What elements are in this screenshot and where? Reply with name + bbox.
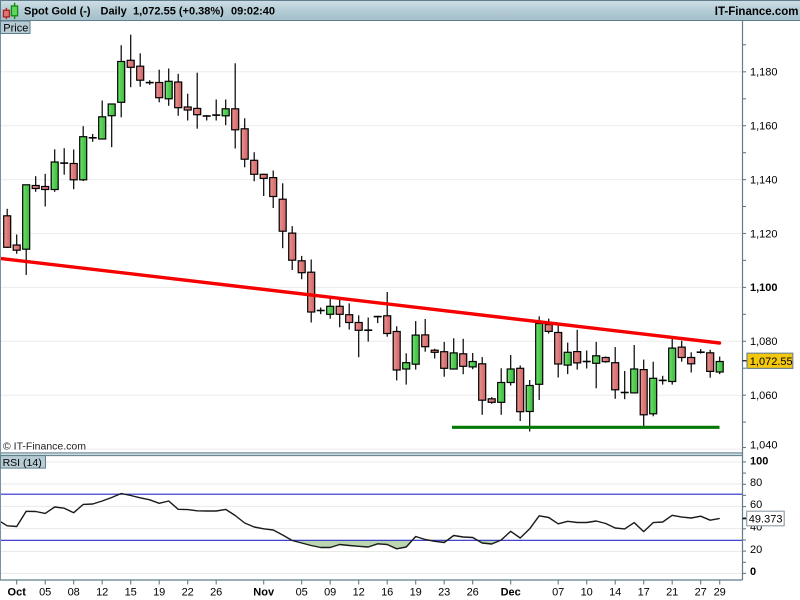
svg-text:12: 12 bbox=[96, 587, 108, 599]
svg-text:05: 05 bbox=[39, 587, 51, 599]
svg-text:49.373: 49.373 bbox=[749, 514, 783, 526]
svg-text:23: 23 bbox=[438, 587, 450, 599]
svg-text:60: 60 bbox=[750, 499, 762, 511]
svg-text:15: 15 bbox=[125, 587, 137, 599]
svg-text:26: 26 bbox=[467, 587, 479, 599]
svg-text:1,100: 1,100 bbox=[750, 282, 778, 294]
svg-text:21: 21 bbox=[666, 587, 678, 599]
svg-text:1,180: 1,180 bbox=[750, 67, 778, 79]
svg-text:09:02:40: 09:02:40 bbox=[231, 6, 275, 18]
svg-text:Price: Price bbox=[3, 23, 28, 35]
svg-text:20: 20 bbox=[750, 544, 762, 556]
svg-text:RSI (14): RSI (14) bbox=[3, 457, 42, 469]
svg-text:0: 0 bbox=[750, 566, 756, 578]
svg-text:1,140: 1,140 bbox=[750, 174, 778, 186]
svg-text:07: 07 bbox=[552, 587, 564, 599]
svg-text:1,060: 1,060 bbox=[750, 390, 778, 402]
svg-text:22: 22 bbox=[182, 587, 194, 599]
svg-text:© IT-Finance.com: © IT-Finance.com bbox=[3, 440, 86, 452]
svg-text:Oct: Oct bbox=[8, 587, 27, 599]
svg-text:12: 12 bbox=[353, 587, 365, 599]
svg-text:1,072.55: 1,072.55 bbox=[750, 356, 793, 368]
svg-text:Dec: Dec bbox=[501, 587, 521, 599]
svg-text:08: 08 bbox=[68, 587, 80, 599]
svg-text:Spot Gold (-): Spot Gold (-) bbox=[24, 6, 91, 18]
svg-text:Nov: Nov bbox=[253, 587, 275, 599]
svg-text:100: 100 bbox=[750, 455, 768, 467]
svg-text:1,072.55 (+0.38%): 1,072.55 (+0.38%) bbox=[133, 6, 224, 18]
svg-text:10: 10 bbox=[581, 587, 593, 599]
svg-text:29: 29 bbox=[714, 587, 726, 599]
svg-text:17: 17 bbox=[638, 587, 650, 599]
svg-text:1,080: 1,080 bbox=[750, 336, 778, 348]
svg-text:19: 19 bbox=[410, 587, 422, 599]
svg-text:80: 80 bbox=[750, 477, 762, 489]
svg-text:1,120: 1,120 bbox=[750, 228, 778, 240]
svg-text:16: 16 bbox=[381, 587, 393, 599]
svg-text:09: 09 bbox=[324, 587, 336, 599]
svg-text:19: 19 bbox=[153, 587, 165, 599]
svg-text:14: 14 bbox=[609, 587, 621, 599]
svg-text:IT-Finance.com: IT-Finance.com bbox=[715, 6, 799, 18]
svg-text:1,160: 1,160 bbox=[750, 121, 778, 133]
svg-text:26: 26 bbox=[210, 587, 222, 599]
svg-text:27: 27 bbox=[695, 587, 707, 599]
svg-text:05: 05 bbox=[296, 587, 308, 599]
svg-text:1,040: 1,040 bbox=[750, 439, 778, 451]
svg-text:Daily: Daily bbox=[101, 6, 128, 18]
